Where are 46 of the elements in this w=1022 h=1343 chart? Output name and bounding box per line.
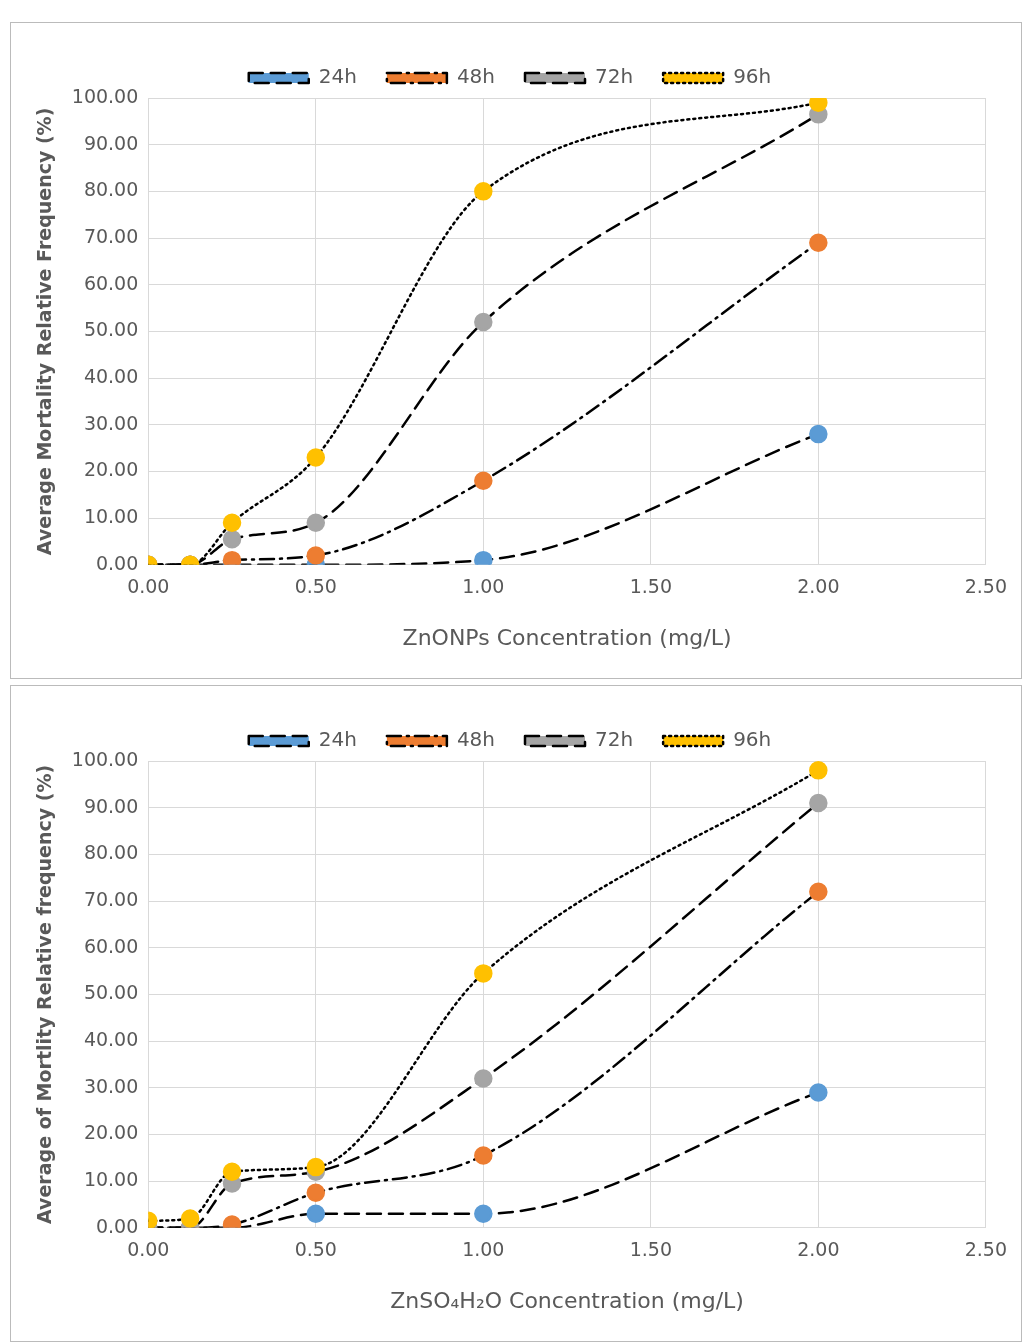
- y-tick-label: 50.00: [83, 981, 139, 1004]
- x-tick-label: 2.50: [964, 575, 1007, 598]
- legend-label: 72h: [595, 727, 634, 752]
- y-tick-label: 10.00: [83, 1168, 139, 1191]
- y-tick-label: 30.00: [83, 411, 139, 434]
- x-axis-title: ZnSO₄H₂O Concentration (mg/L): [390, 1287, 744, 1313]
- y-axis-title: Average of Mortlity Relative frequency (%): [33, 764, 56, 1224]
- legend-label: 24h: [318, 727, 357, 752]
- y-tick-label: 100.00: [71, 747, 139, 770]
- y-tick-label: 20.00: [83, 458, 139, 481]
- legend-label: 72h: [595, 64, 634, 89]
- y-tick-label: 60.00: [83, 271, 139, 294]
- x-tick-label: 0.50: [294, 575, 337, 598]
- x-tick-label: 1.00: [462, 1238, 505, 1261]
- x-tick-label: 1.50: [629, 575, 672, 598]
- y-tick-label: 40.00: [83, 365, 139, 388]
- y-tick-label: 0.00: [95, 551, 139, 574]
- y-tick-label: 90.00: [83, 794, 139, 817]
- y-tick-label: 30.00: [83, 1074, 139, 1097]
- y-tick-label: 10.00: [83, 505, 139, 528]
- y-tick-label: 80.00: [83, 178, 139, 201]
- legend-label: 48h: [456, 64, 495, 89]
- x-tick-label: 0.50: [294, 1238, 337, 1261]
- x-tick-label: 2.00: [797, 1238, 840, 1261]
- legend-label: 24h: [318, 64, 357, 89]
- x-tick-label: 2.00: [797, 575, 840, 598]
- y-tick-label: 80.00: [83, 841, 139, 864]
- y-tick-label: 20.00: [83, 1121, 139, 1144]
- legend-label: 96h: [733, 64, 772, 89]
- y-tick-label: 100.00: [71, 84, 139, 107]
- y-tick-label: 90.00: [83, 131, 139, 154]
- y-tick-label: 0.00: [95, 1214, 139, 1237]
- x-tick-label: 0.00: [127, 1238, 170, 1261]
- y-axis-title: Average Mortality Relative Frequency (%): [33, 107, 56, 556]
- y-tick-label: 70.00: [83, 224, 139, 247]
- x-tick-label: 0.00: [127, 575, 170, 598]
- x-tick-label: 1.50: [629, 1238, 672, 1261]
- legend-label: 48h: [456, 727, 495, 752]
- x-tick-label: 1.00: [462, 575, 505, 598]
- y-tick-label: 50.00: [83, 318, 139, 341]
- legend-label: 96h: [733, 727, 772, 752]
- x-axis-title: ZnONPs Concentration (mg/L): [402, 624, 732, 650]
- y-tick-label: 70.00: [83, 887, 139, 910]
- y-tick-label: 60.00: [83, 934, 139, 957]
- x-tick-label: 2.50: [964, 1238, 1007, 1261]
- y-tick-label: 40.00: [83, 1028, 139, 1051]
